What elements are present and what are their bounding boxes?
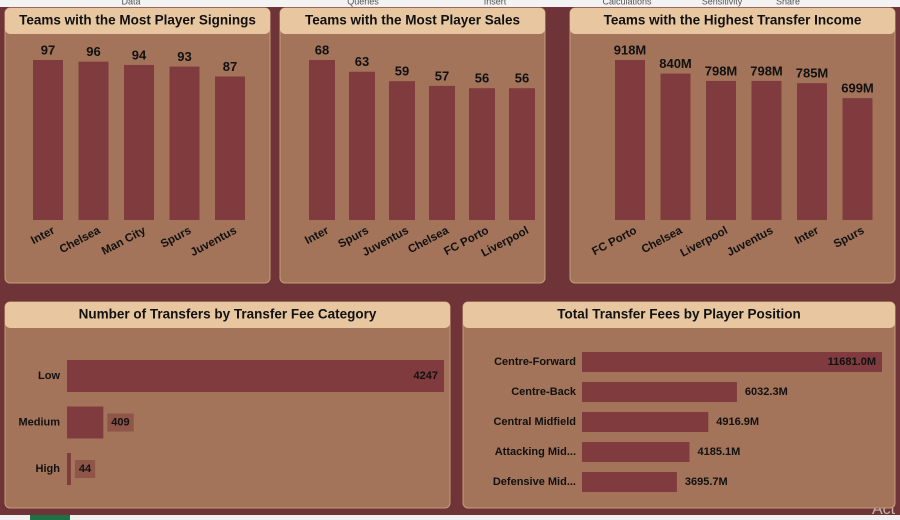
value-label: 87 [223, 59, 237, 74]
panel [4, 301, 451, 509]
value-label: 6032.3M [745, 386, 788, 398]
bar [124, 64, 154, 220]
ribbon-tab: Share [776, 0, 800, 6]
bar [842, 98, 873, 220]
y-tick-label: High [36, 463, 61, 475]
bar [78, 61, 109, 221]
panel-header [5, 302, 450, 328]
value-label: 918M [614, 42, 647, 57]
value-label: 97 [41, 42, 55, 57]
y-tick-label: Centre-Back [511, 386, 577, 398]
ribbon-tab: Queries [347, 0, 379, 6]
value-label-bg [74, 460, 96, 478]
ribbon-tab: Insert [484, 0, 507, 6]
y-tick-label: Central Midfield [493, 416, 576, 428]
bar [582, 382, 737, 402]
bar [67, 453, 71, 485]
bar [582, 472, 677, 492]
value-label: 96 [86, 44, 100, 59]
ribbon-bar [0, 0, 900, 7]
value-label: 59 [395, 64, 409, 79]
y-tick-label: Medium [18, 416, 60, 428]
value-label: 93 [177, 49, 191, 64]
panel-header [280, 8, 545, 34]
value-label: 699M [841, 81, 874, 96]
ribbon-tab: Sensitivity [702, 0, 743, 6]
value-label: 94 [132, 47, 147, 62]
ribbon-tab: Data [121, 0, 140, 6]
sheet-tab [30, 515, 70, 520]
y-tick-label: Centre-Forward [494, 356, 576, 368]
bar [751, 80, 782, 220]
ribbon-tab: Calculations [602, 0, 652, 6]
value-label: 840M [659, 56, 692, 71]
bar [582, 442, 690, 462]
value-label: 798M [705, 63, 738, 78]
bar [349, 71, 375, 220]
status-bar [0, 515, 900, 520]
value-label: 56 [515, 71, 529, 86]
value-label: 68 [315, 42, 329, 57]
panel-header [463, 302, 895, 328]
chart-title: Teams with the Most Player Signings [19, 13, 256, 28]
bar [33, 60, 63, 220]
bar [215, 76, 245, 220]
chart-title: Teams with the Highest Transfer Income [604, 13, 862, 28]
value-label-bg [107, 413, 134, 432]
bar [582, 412, 709, 432]
y-tick-label: Low [38, 370, 60, 382]
value-label: 798M [750, 63, 783, 78]
bar [660, 73, 691, 220]
y-tick-label: Defensive Mid... [493, 476, 576, 488]
bar [309, 60, 335, 220]
bar [67, 360, 444, 392]
bar [429, 85, 455, 220]
value-label: 409 [111, 416, 129, 428]
bar [509, 88, 535, 220]
bar [797, 83, 827, 221]
bar [67, 406, 104, 439]
bar [389, 81, 415, 220]
bar [582, 352, 882, 372]
panel-header [570, 8, 895, 34]
bar [615, 60, 645, 220]
value-label: 4247 [414, 370, 438, 382]
value-label: 44 [79, 463, 92, 475]
value-label: 785M [796, 66, 829, 81]
bar [706, 80, 736, 220]
value-label: 63 [355, 54, 369, 69]
value-label: 57 [435, 68, 449, 83]
bar [469, 88, 495, 220]
value-label: 56 [475, 71, 489, 86]
value-label: 4185.1M [697, 446, 740, 458]
chart-title: Number of Transfers by Transfer Fee Cate… [79, 307, 377, 322]
panel-header [5, 8, 270, 34]
chart-title: Total Transfer Fees by Player Position [557, 307, 801, 322]
value-label: 4916.9M [716, 416, 759, 428]
bar [169, 66, 200, 221]
chart-title: Teams with the Most Player Sales [305, 13, 520, 28]
y-tick-label: Attacking Mid... [495, 446, 576, 458]
value-label: 3695.7M [685, 476, 728, 488]
value-label: 11681.0M [828, 356, 876, 368]
